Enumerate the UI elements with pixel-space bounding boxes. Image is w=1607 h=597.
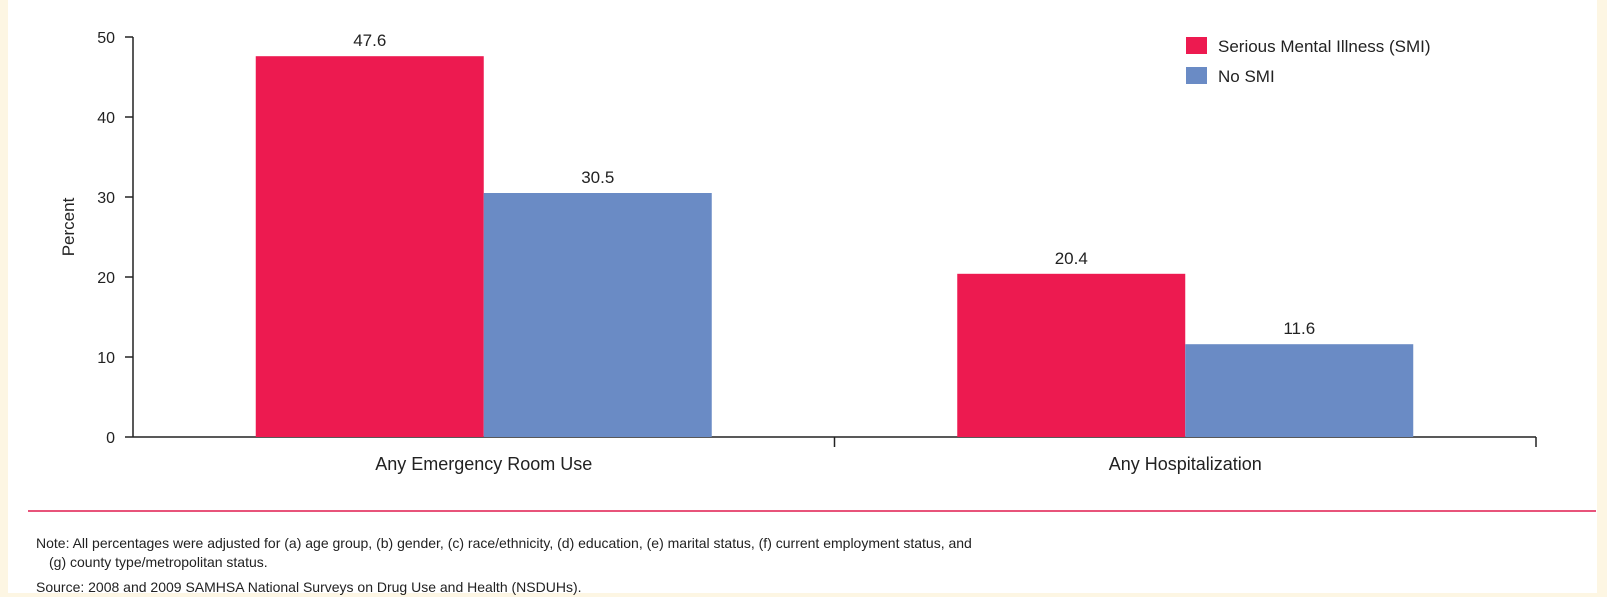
data-label: 30.5 [581,168,614,187]
category-label: Any Hospitalization [1109,454,1262,474]
labels: 47.6 30.5 Any Emergency Room Use 20.4 11.6 An… [353,31,1315,474]
bar [957,273,1186,437]
data-label: 47.6 [353,31,386,50]
legend-label: No SMI [1218,67,1275,86]
data-label: 20.4 [1055,249,1088,268]
y-tick-label: 30 [97,190,115,207]
y-axis-title: Percent [59,197,78,256]
source-note: Source: 2008 and 2009 SAMHSA National Su… [36,579,582,595]
y-tick-label: 0 [106,430,115,447]
legend-swatch [1186,37,1207,54]
y-tick-label: 40 [97,110,115,127]
legend-label: Serious Mental Illness (SMI) [1218,37,1431,56]
bars [255,56,1414,437]
bar-chart: 0 10 20 30 40 50 Percent 47.6 30.5 Any Emergency… [59,30,1537,474]
y-tick-label: 50 [97,30,115,47]
bar [1185,344,1414,437]
figure-frame: 0 10 20 30 40 50 Percent 47.6 30.5 Any Emergency… [8,0,1597,595]
data-label: 11.6 [1283,319,1315,338]
bar [483,193,712,437]
notes: Note: All percentages were adjusted for … [36,534,1576,597]
y-tick-label: 10 [97,350,115,367]
y-tick-label: 20 [97,270,115,287]
legend: Serious Mental Illness (SMI) No SMI [1186,37,1431,86]
bar [255,56,484,437]
note-line-1: Note: All percentages were adjusted for … [36,535,972,551]
note-line-2: (g) county type/metropolitan status. [49,554,268,570]
category-label: Any Emergency Room Use [375,454,592,474]
legend-swatch [1186,67,1207,84]
divider-line [28,510,1596,512]
